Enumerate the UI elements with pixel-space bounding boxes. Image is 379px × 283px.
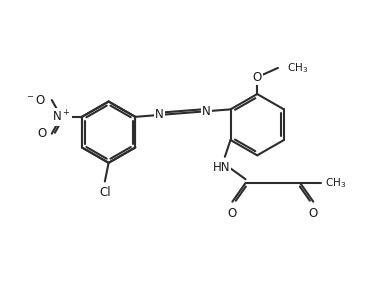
Text: O: O [228,207,237,220]
Text: O: O [37,127,46,140]
Text: CH$_3$: CH$_3$ [287,61,309,75]
Text: N: N [202,105,211,118]
Text: O: O [252,71,262,84]
Text: HN: HN [213,160,230,173]
Text: $^-$O: $^-$O [25,93,46,106]
Text: N: N [155,108,163,121]
Text: CH$_3$: CH$_3$ [324,176,346,190]
Text: O: O [309,207,318,220]
Text: N$^+$: N$^+$ [52,109,70,125]
Text: Cl: Cl [99,186,111,199]
